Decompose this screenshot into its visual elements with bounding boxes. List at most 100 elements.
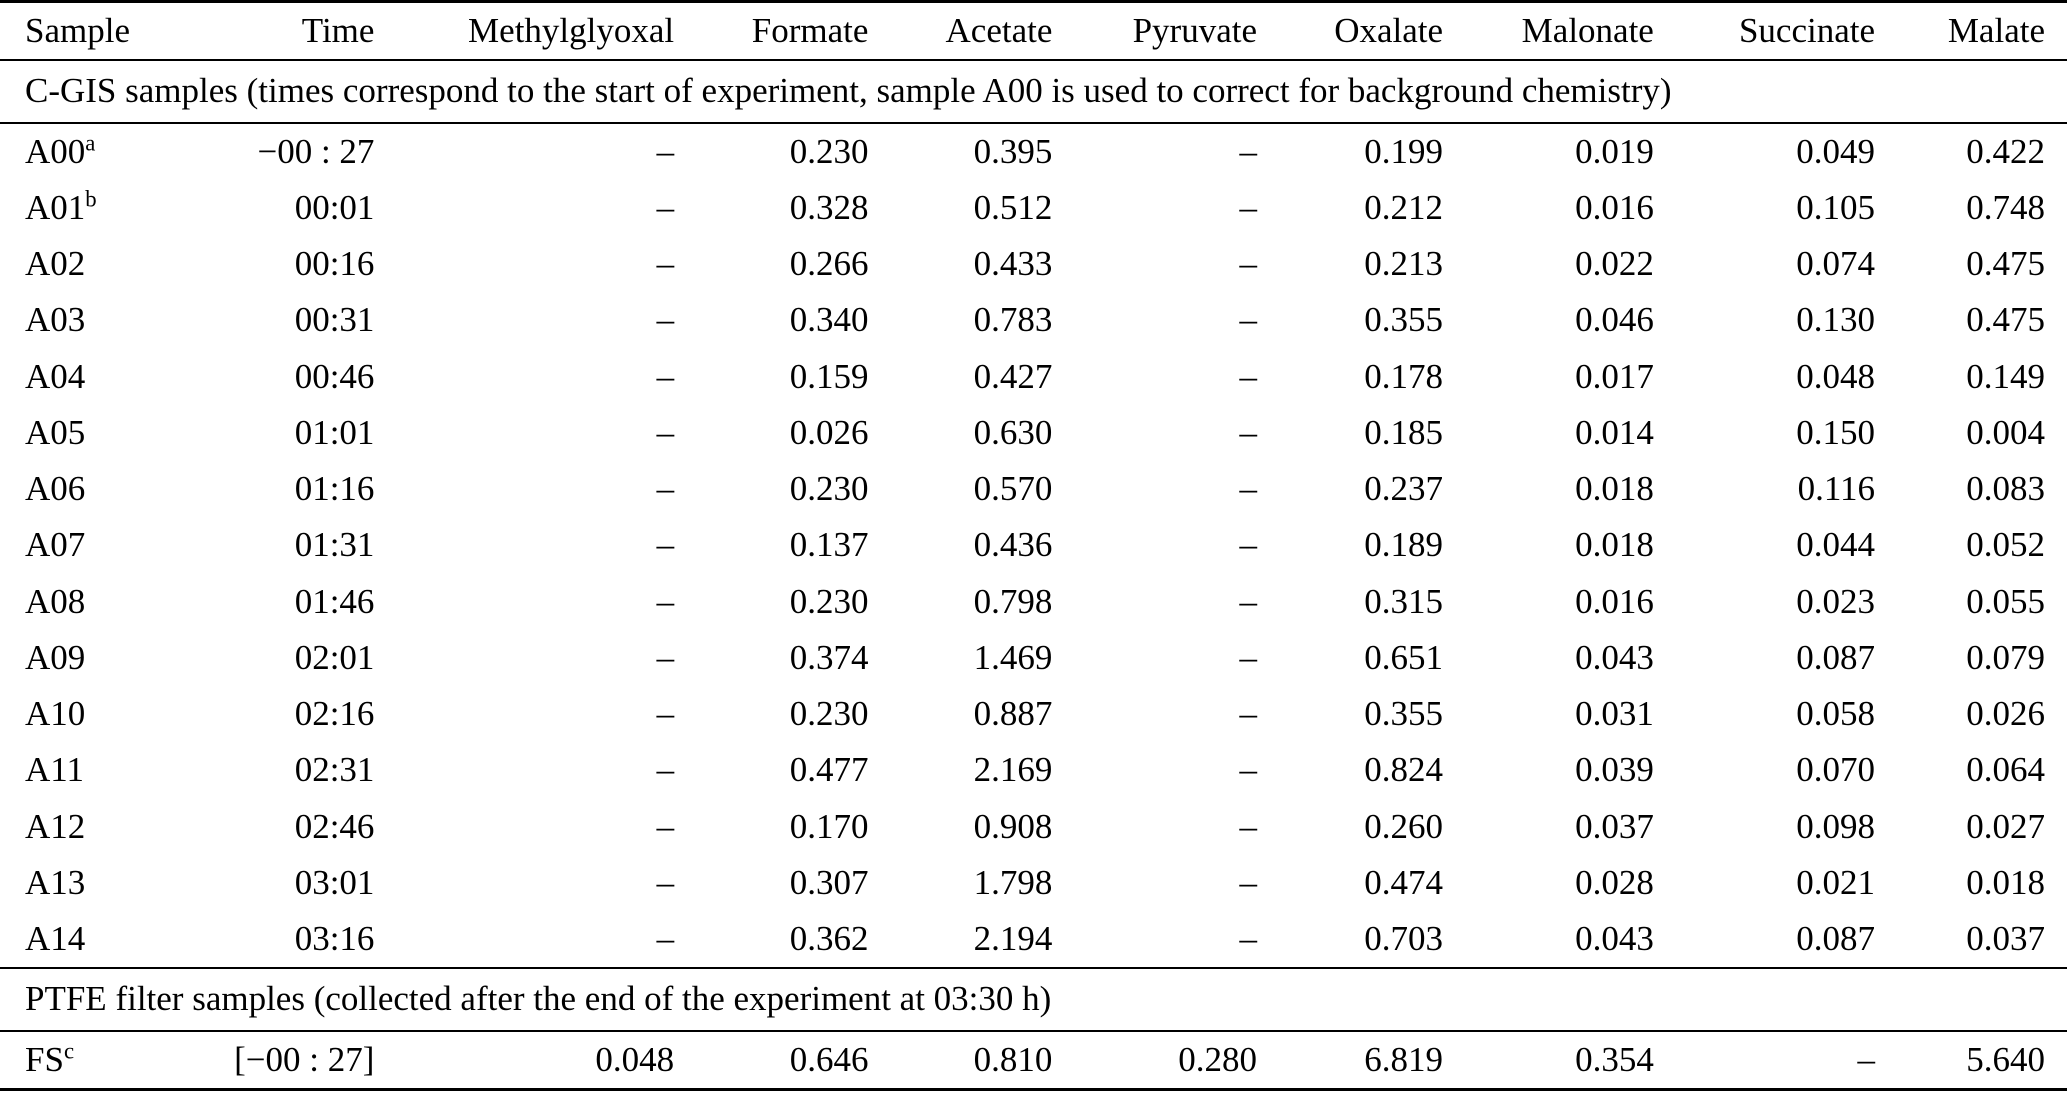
value-cell: 00:16 — [294, 244, 375, 283]
value-cell: 0.199 — [1364, 131, 1444, 171]
value-cell: – — [1239, 806, 1258, 846]
table-row: A01b 00:01 – 0.328 0.512 – 0.212 0.016 0.105 0.74… — [0, 180, 2067, 236]
value-cell: 01:01 — [294, 412, 375, 452]
value-cell: 0.266 — [789, 244, 869, 283]
value-cell: 0.340 — [789, 300, 869, 340]
value-cell: 0.026 — [789, 412, 869, 452]
value-cell: 0.212 — [1364, 187, 1444, 227]
value-cell: 0.315 — [1364, 581, 1444, 621]
value-cell: 0.014 — [1575, 412, 1654, 452]
value-cell: 0.185 — [1364, 412, 1444, 452]
value-cell: 0.079 — [1966, 637, 2045, 677]
value-cell: 0.475 — [1966, 244, 2045, 283]
table-row: A00a −00 : 27 – 0.230 0.395 – 0.199 0.019 0.049 0… — [0, 123, 2067, 180]
value-cell: – — [1239, 919, 1258, 958]
value-cell: 0.149 — [1966, 356, 2045, 396]
value-cell: 0.016 — [1575, 187, 1654, 227]
value-cell: 0.087 — [1796, 919, 1876, 958]
value-cell: 0.422 — [1966, 131, 2045, 171]
column-header-methylglyoxal: Methylglyoxal — [468, 11, 675, 50]
value-cell: 0.230 — [789, 694, 869, 733]
table-row: A02 00:16 – 0.266 0.433 – 0.213 0.022 0.074 0.475 — [0, 236, 2067, 292]
value-cell: 0.074 — [1796, 244, 1876, 283]
value-cell: 0.362 — [789, 919, 869, 958]
value-cell: 0.150 — [1796, 412, 1876, 452]
value-cell: 0.023 — [1796, 581, 1876, 621]
value-cell: 0.474 — [1364, 862, 1444, 902]
table-body: C-GIS samples (times correspond to the s… — [0, 59, 2067, 1089]
value-cell: 1.469 — [973, 637, 1053, 677]
sample-cell: A11 — [25, 750, 84, 790]
value-cell: 0.083 — [1966, 469, 2045, 508]
value-cell: 2.194 — [973, 919, 1053, 958]
value-cell: 0.354 — [1575, 1039, 1654, 1079]
value-cell: – — [1239, 131, 1258, 171]
value-cell: 0.039 — [1575, 750, 1654, 790]
value-cell: 0.021 — [1796, 862, 1876, 902]
value-cell: – — [1239, 862, 1258, 902]
value-cell: 0.070 — [1796, 750, 1876, 790]
value-cell: – — [656, 356, 675, 396]
value-cell: 0.055 — [1966, 581, 2045, 621]
sample-cell: A06 — [25, 469, 86, 508]
value-cell: – — [1239, 412, 1258, 452]
value-cell: 00:31 — [294, 300, 375, 340]
value-cell: 0.433 — [973, 244, 1053, 283]
value-cell: 02:01 — [294, 637, 375, 677]
value-cell: 0.328 — [789, 187, 869, 227]
value-cell: 0.213 — [1364, 244, 1444, 283]
value-cell: – — [656, 469, 675, 508]
column-header-oxalate: Oxalate — [1334, 11, 1444, 50]
value-cell: 03:01 — [294, 862, 375, 902]
value-cell: – — [656, 244, 675, 283]
value-cell: 01:16 — [294, 469, 375, 508]
sample-cell: A09 — [25, 637, 86, 677]
value-cell: 0.798 — [973, 581, 1053, 621]
value-cell: 0.027 — [1966, 806, 2045, 846]
table-row: A09 02:01 – 0.374 1.469 – 0.651 0.043 0.087 0.079 — [0, 630, 2067, 686]
sample-cell: A08 — [25, 581, 86, 621]
value-cell: 0.031 — [1575, 694, 1654, 733]
value-cell: 0.137 — [789, 525, 869, 565]
value-cell: 1.798 — [973, 862, 1053, 902]
value-cell: 0.130 — [1796, 300, 1876, 340]
value-cell: – — [656, 300, 675, 340]
section-header-row: PTFE filter samples (collected after the… — [0, 967, 2067, 1032]
value-cell: – — [1239, 244, 1258, 283]
value-cell: 0.058 — [1796, 694, 1876, 733]
value-cell: 0.189 — [1364, 525, 1444, 565]
footnote-marker: b — [85, 186, 97, 212]
value-cell: 0.022 — [1575, 244, 1654, 283]
value-cell: 0.052 — [1966, 525, 2045, 565]
value-cell: – — [1239, 187, 1258, 227]
value-cell: 0.018 — [1575, 469, 1654, 508]
value-cell: – — [1239, 525, 1258, 565]
table-row: A05 01:01 – 0.026 0.630 – 0.185 0.014 0.150 0.004 — [0, 405, 2067, 461]
value-cell: – — [656, 581, 675, 621]
value-cell: 0.004 — [1966, 412, 2045, 452]
column-header-sample: Sample — [25, 11, 130, 50]
value-cell: 03:16 — [294, 919, 375, 958]
value-cell: 0.028 — [1575, 862, 1654, 902]
value-cell: 0.178 — [1364, 356, 1444, 396]
value-cell: – — [656, 131, 675, 171]
value-cell: 0.018 — [1575, 525, 1654, 565]
value-cell: 0.748 — [1966, 187, 2045, 227]
value-cell: 0.016 — [1575, 581, 1654, 621]
sample-cell: A05 — [25, 412, 86, 452]
value-cell: 02:16 — [294, 694, 375, 733]
section-header: C-GIS samples (times correspond to the s… — [0, 59, 2067, 124]
table-row: A10 02:16 – 0.230 0.887 – 0.355 0.031 0.058 0.026 — [0, 686, 2067, 742]
sample-cell: A01b — [25, 186, 97, 227]
value-cell: 0.395 — [973, 131, 1053, 171]
value-cell: 0.887 — [973, 694, 1053, 733]
sample-cell: A12 — [25, 806, 86, 846]
value-cell: 0.646 — [789, 1039, 869, 1079]
value-cell: 5.640 — [1966, 1039, 2045, 1079]
value-cell: – — [1239, 356, 1258, 396]
value-cell: 0.355 — [1364, 300, 1444, 340]
value-cell: 0.475 — [1966, 300, 2045, 340]
value-cell: 0.260 — [1364, 806, 1444, 846]
